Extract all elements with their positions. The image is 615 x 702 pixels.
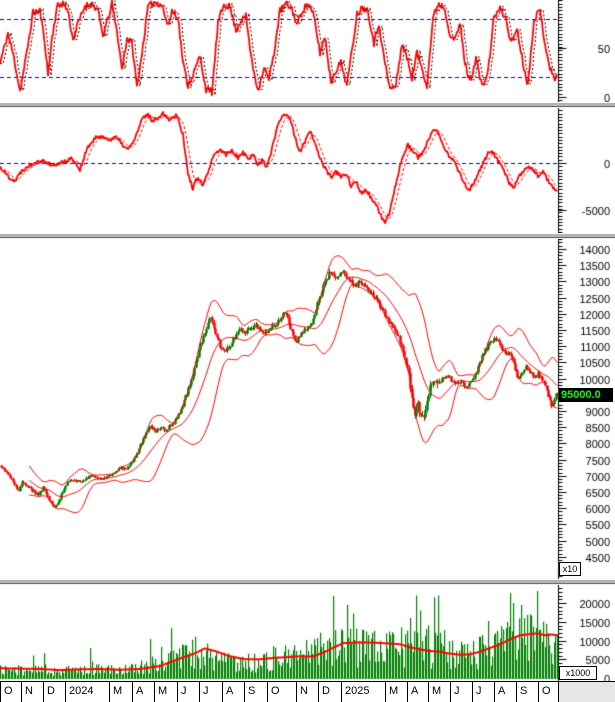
volume-scale-unit-box: x1000 bbox=[559, 666, 597, 680]
x-axis-month-label: J bbox=[177, 682, 187, 702]
x-axis-month-label: A bbox=[494, 682, 505, 702]
x-axis-month-label: A bbox=[132, 682, 143, 702]
stochastic-panel-canvas[interactable] bbox=[0, 0, 615, 102]
x-axis-month-label: S bbox=[244, 682, 255, 702]
x-axis-month-label: N bbox=[296, 682, 308, 702]
x-axis-month-label: O bbox=[538, 682, 551, 702]
x-axis-month-label: O bbox=[0, 682, 13, 702]
panel-splitter-3[interactable] bbox=[0, 579, 615, 585]
panel-splitter-2[interactable] bbox=[0, 233, 615, 239]
price-panel-canvas[interactable] bbox=[0, 239, 615, 579]
x-axis-month-label: M bbox=[154, 682, 167, 702]
x-axis-month-label: M bbox=[109, 682, 122, 702]
x-axis-month-label: 2024 bbox=[65, 682, 93, 702]
price-scale-unit-box: x10 bbox=[559, 562, 581, 576]
x-axis-month-label: S bbox=[516, 682, 527, 702]
x-axis-month-label: M bbox=[385, 682, 398, 702]
x-axis-corner bbox=[558, 682, 615, 702]
x-axis-month-label: A bbox=[222, 682, 233, 702]
x-axis-month-label: O bbox=[267, 682, 280, 702]
x-axis-month-label: J bbox=[472, 682, 482, 702]
x-axis-month-label: A bbox=[407, 682, 418, 702]
price-panel bbox=[0, 239, 615, 579]
x-axis-month-label: D bbox=[43, 682, 55, 702]
volume-panel bbox=[0, 585, 615, 681]
x-axis-month-label: 2025 bbox=[341, 682, 369, 702]
panel-splitter-1[interactable] bbox=[0, 102, 615, 108]
x-axis-date-strip: O N D 2024 M A M J J A S O N D 2025 M A M J J A S O bbox=[0, 681, 615, 702]
last-price-label: 95000.0 bbox=[559, 388, 613, 402]
stochastic-panel bbox=[0, 0, 615, 102]
x-axis-month-label: J bbox=[199, 682, 209, 702]
x-axis-month-label: N bbox=[21, 682, 33, 702]
oscillator-panel-canvas[interactable] bbox=[0, 108, 615, 233]
x-axis-month-label: D bbox=[318, 682, 330, 702]
oscillator-panel bbox=[0, 108, 615, 233]
x-axis-month-label: M bbox=[428, 682, 441, 702]
volume-panel-canvas[interactable] bbox=[0, 585, 615, 681]
x-axis-month-label: J bbox=[450, 682, 460, 702]
